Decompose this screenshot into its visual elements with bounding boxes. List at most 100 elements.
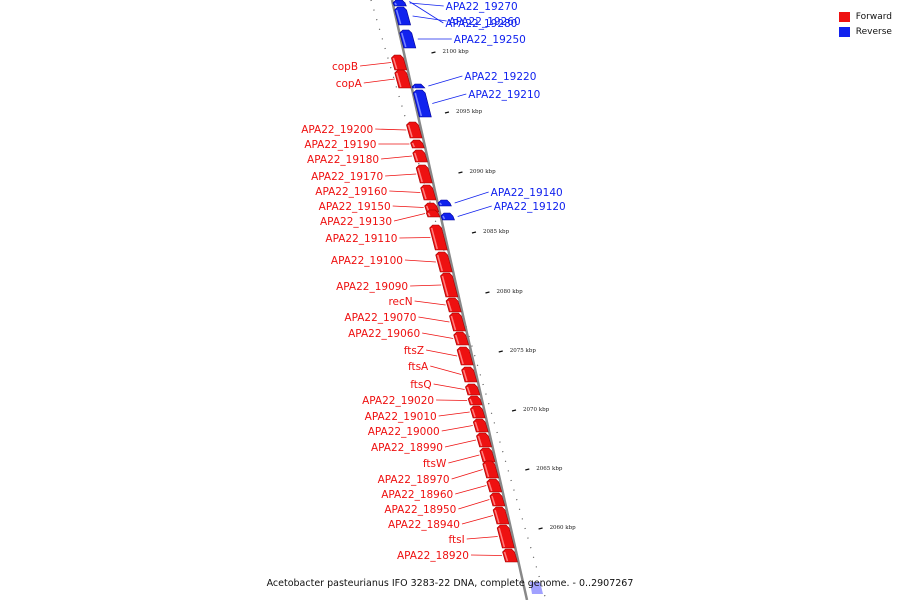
gene-label: APA22_18950 <box>384 504 456 516</box>
gene-label: APA22_19120 <box>494 201 566 213</box>
gene-label: ftsI <box>449 534 465 546</box>
label-leader <box>389 190 421 193</box>
gene-highlight <box>417 167 423 183</box>
label-leader <box>399 237 431 239</box>
gene-highlight <box>401 32 407 48</box>
gene-highlight <box>484 463 490 478</box>
label-leader <box>466 536 498 540</box>
tick-label: 2085 kbp <box>483 229 510 235</box>
gene-highlight <box>458 349 464 365</box>
gene-highlight <box>471 408 476 418</box>
gene-label: copA <box>336 78 363 90</box>
gene-label: APA22_18970 <box>378 474 450 486</box>
gene-arrow <box>482 460 499 479</box>
gene-highlight <box>450 315 457 331</box>
tick-label: 2080 kbp <box>496 289 523 295</box>
tick-mark <box>431 51 436 54</box>
gene-highlight <box>414 92 423 117</box>
legend-item-reverse: Reverse <box>838 24 892 39</box>
gene-highlight <box>447 300 452 312</box>
tick-mark <box>471 231 477 234</box>
gene-highlight <box>421 187 427 200</box>
gene-arrow <box>449 312 466 332</box>
legend: Forward Reverse <box>838 9 892 39</box>
gene-highlight <box>454 334 460 345</box>
label-leader <box>433 383 465 390</box>
gene-highlight <box>469 398 473 405</box>
label-leader <box>381 155 413 160</box>
gene-arrow <box>429 224 448 251</box>
label-leader <box>409 2 444 7</box>
gene-highlight <box>411 142 415 148</box>
gene-highlight <box>407 124 413 138</box>
gene-label: APA22_19090 <box>336 281 408 293</box>
gene-arrow-partial <box>530 582 543 594</box>
gene-highlight <box>474 421 479 432</box>
gene-highlight <box>441 275 449 297</box>
gene-highlight <box>394 2 397 6</box>
label-leader <box>426 349 458 357</box>
gene-label: ftsZ <box>404 345 424 357</box>
label-leader <box>457 205 492 217</box>
gene-arrow <box>411 83 426 89</box>
label-leader <box>422 332 454 339</box>
gene-label: APA22_19150 <box>319 201 391 213</box>
label-leader <box>441 425 473 432</box>
gene-highlight <box>414 152 419 162</box>
gene-highlight <box>436 254 443 272</box>
gene-highlight <box>488 481 493 492</box>
tick-label: 2075 kbp <box>510 348 537 354</box>
gene-highlight <box>395 9 402 25</box>
scale-dotted-line <box>370 0 547 600</box>
genome-caption: Acetobacter pasteurianus IFO 3283-22 DNA… <box>266 578 634 589</box>
gene-arrow <box>456 346 474 366</box>
tick-mark <box>538 527 543 530</box>
gene-arrow <box>435 251 453 273</box>
tick-label: 2095 kbp <box>456 109 483 115</box>
gene-label: APA22_19220 <box>464 71 536 83</box>
gene-highlight <box>491 495 496 506</box>
legend-item-forward: Forward <box>838 9 892 24</box>
label-leader <box>444 439 477 448</box>
tick-label: 2100 kbp <box>442 49 469 55</box>
tick-mark <box>498 350 503 353</box>
gene-arrow <box>492 506 510 525</box>
gene-label: APA22_18940 <box>388 519 460 531</box>
label-leader <box>470 554 502 556</box>
label-leader <box>451 469 483 480</box>
label-leader <box>418 316 450 323</box>
gene-highlight <box>425 205 430 212</box>
gene-highlight <box>494 509 500 524</box>
gene-highlight <box>439 202 442 206</box>
label-leader <box>428 75 463 87</box>
label-leader <box>414 300 446 306</box>
tick-mark <box>511 409 517 412</box>
gene-label: APA22_19100 <box>331 255 403 267</box>
gene-label: APA22_19260 <box>449 16 521 28</box>
label-leader <box>404 259 436 263</box>
gene-arrow <box>412 89 432 118</box>
gene-label: APA22_19160 <box>315 186 387 198</box>
label-leader <box>461 515 494 525</box>
label-leader <box>430 365 462 375</box>
tick-mark <box>525 468 530 471</box>
gene-arrow <box>394 69 412 89</box>
gene-highlight <box>477 435 483 447</box>
gene-label: recN <box>388 296 412 308</box>
label-leader <box>436 399 468 401</box>
gene-label: APA22_18920 <box>397 550 469 562</box>
label-leader <box>375 128 407 131</box>
label-leader <box>454 191 489 204</box>
label-leader <box>393 213 426 222</box>
gene-label: APA22_19280 <box>445 18 517 30</box>
gene-highlight <box>442 215 446 220</box>
gene-highlight <box>462 369 468 382</box>
label-leader <box>410 284 442 287</box>
label-leader <box>455 485 487 495</box>
tick-label: 2065 kbp <box>536 466 563 472</box>
gene-highlight <box>430 227 438 250</box>
reverse-swatch <box>838 26 850 37</box>
gene-label: APA22_19250 <box>454 34 526 46</box>
gene-label: APA22_19110 <box>325 233 397 245</box>
